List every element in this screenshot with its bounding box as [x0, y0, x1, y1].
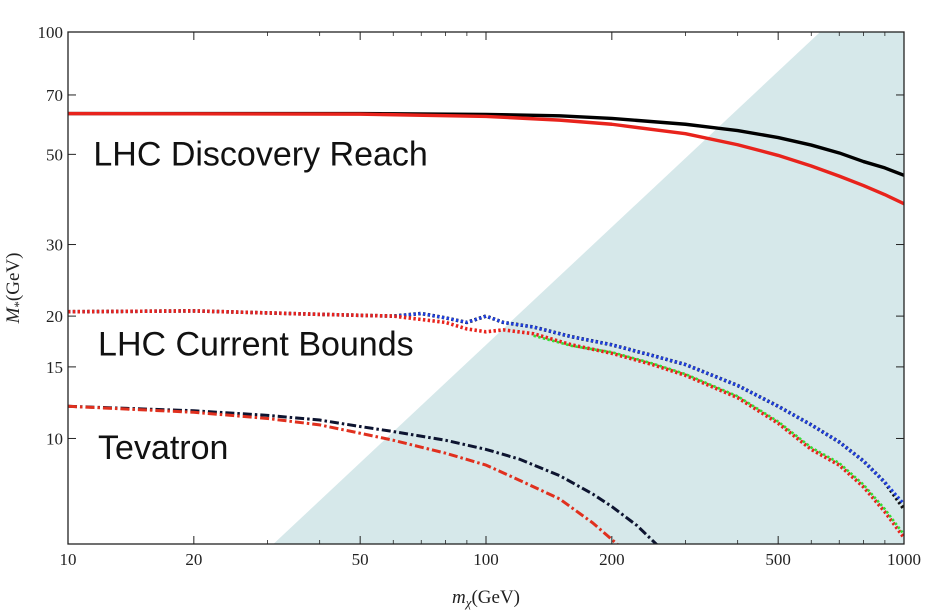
y-tick-label: 50	[46, 145, 63, 164]
x-tick-label: 100	[473, 550, 499, 569]
series-tevatron-red	[68, 404, 620, 544]
y-tick-label: 15	[46, 358, 63, 377]
series-discovery-red	[68, 111, 904, 206]
series-current-green	[533, 334, 904, 536]
label-tevatron: Tevatron	[98, 429, 228, 467]
x-tick-label: 20	[185, 550, 202, 569]
shaded-region	[273, 32, 904, 544]
y-tick-label: 20	[46, 307, 63, 326]
y-tick-label: 30	[46, 236, 63, 255]
y-axis-title: M*(GeV)	[3, 253, 26, 325]
series-current-red	[68, 309, 904, 539]
series-discovery-black	[68, 111, 904, 178]
label-discovery-reach: LHC Discovery Reach	[93, 135, 427, 173]
x-tick-label: 200	[599, 550, 625, 569]
series-tevatron-black	[68, 404, 659, 544]
x-axis-title: mχ(GeV)	[452, 587, 520, 610]
y-tick-label: 70	[46, 86, 63, 105]
x-tick-label: 1000	[887, 550, 921, 569]
x-tick-label: 50	[352, 550, 369, 569]
x-tick-label: 500	[765, 550, 791, 569]
series-current-blue	[68, 309, 904, 505]
y-tick-label: 100	[38, 23, 64, 42]
label-current-bounds: LHC Current Bounds	[98, 325, 414, 363]
x-tick-label: 10	[60, 550, 77, 569]
y-tick-label: 10	[46, 429, 63, 448]
